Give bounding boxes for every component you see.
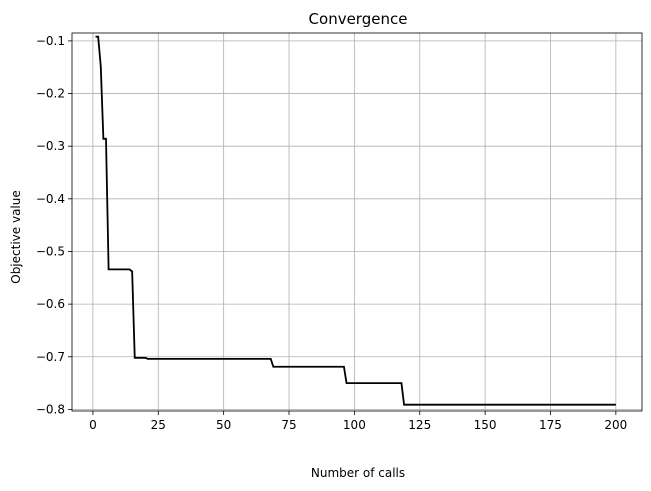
x-tick-label: 100 xyxy=(343,418,366,432)
plot-frame xyxy=(71,32,643,412)
y-tick-label: −0.6 xyxy=(36,297,65,311)
x-axis: 0 25 50 75 100 125 150 175 200 xyxy=(89,411,627,432)
series-line xyxy=(95,35,616,406)
x-tick-label: 150 xyxy=(474,418,497,432)
y-tick-label: −0.5 xyxy=(36,244,65,258)
grid-lines xyxy=(72,33,642,411)
x-tick-label: 75 xyxy=(281,418,296,432)
x-tick-label: 50 xyxy=(216,418,231,432)
x-tick-label: 125 xyxy=(408,418,431,432)
x-tick-label: 0 xyxy=(89,418,97,432)
y-tick-label: −0.1 xyxy=(36,34,65,48)
y-axis-label: Objective value xyxy=(9,190,23,284)
y-tick-label: −0.3 xyxy=(36,139,65,153)
x-tick-label: 200 xyxy=(604,418,627,432)
x-axis-label: Number of calls xyxy=(311,466,405,480)
y-tick-label: −0.7 xyxy=(36,350,65,364)
x-tick-label: 175 xyxy=(539,418,562,432)
y-axis: −0.8 −0.7 −0.6 −0.5 −0.4 −0.3 −0.2 −0.1 xyxy=(36,34,72,416)
y-tick-label: −0.2 xyxy=(36,87,65,101)
x-tick-label: 25 xyxy=(151,418,166,432)
y-tick-label: −0.4 xyxy=(36,192,65,206)
chart-title: Convergence xyxy=(309,10,408,28)
y-tick-label: −0.8 xyxy=(36,402,65,416)
